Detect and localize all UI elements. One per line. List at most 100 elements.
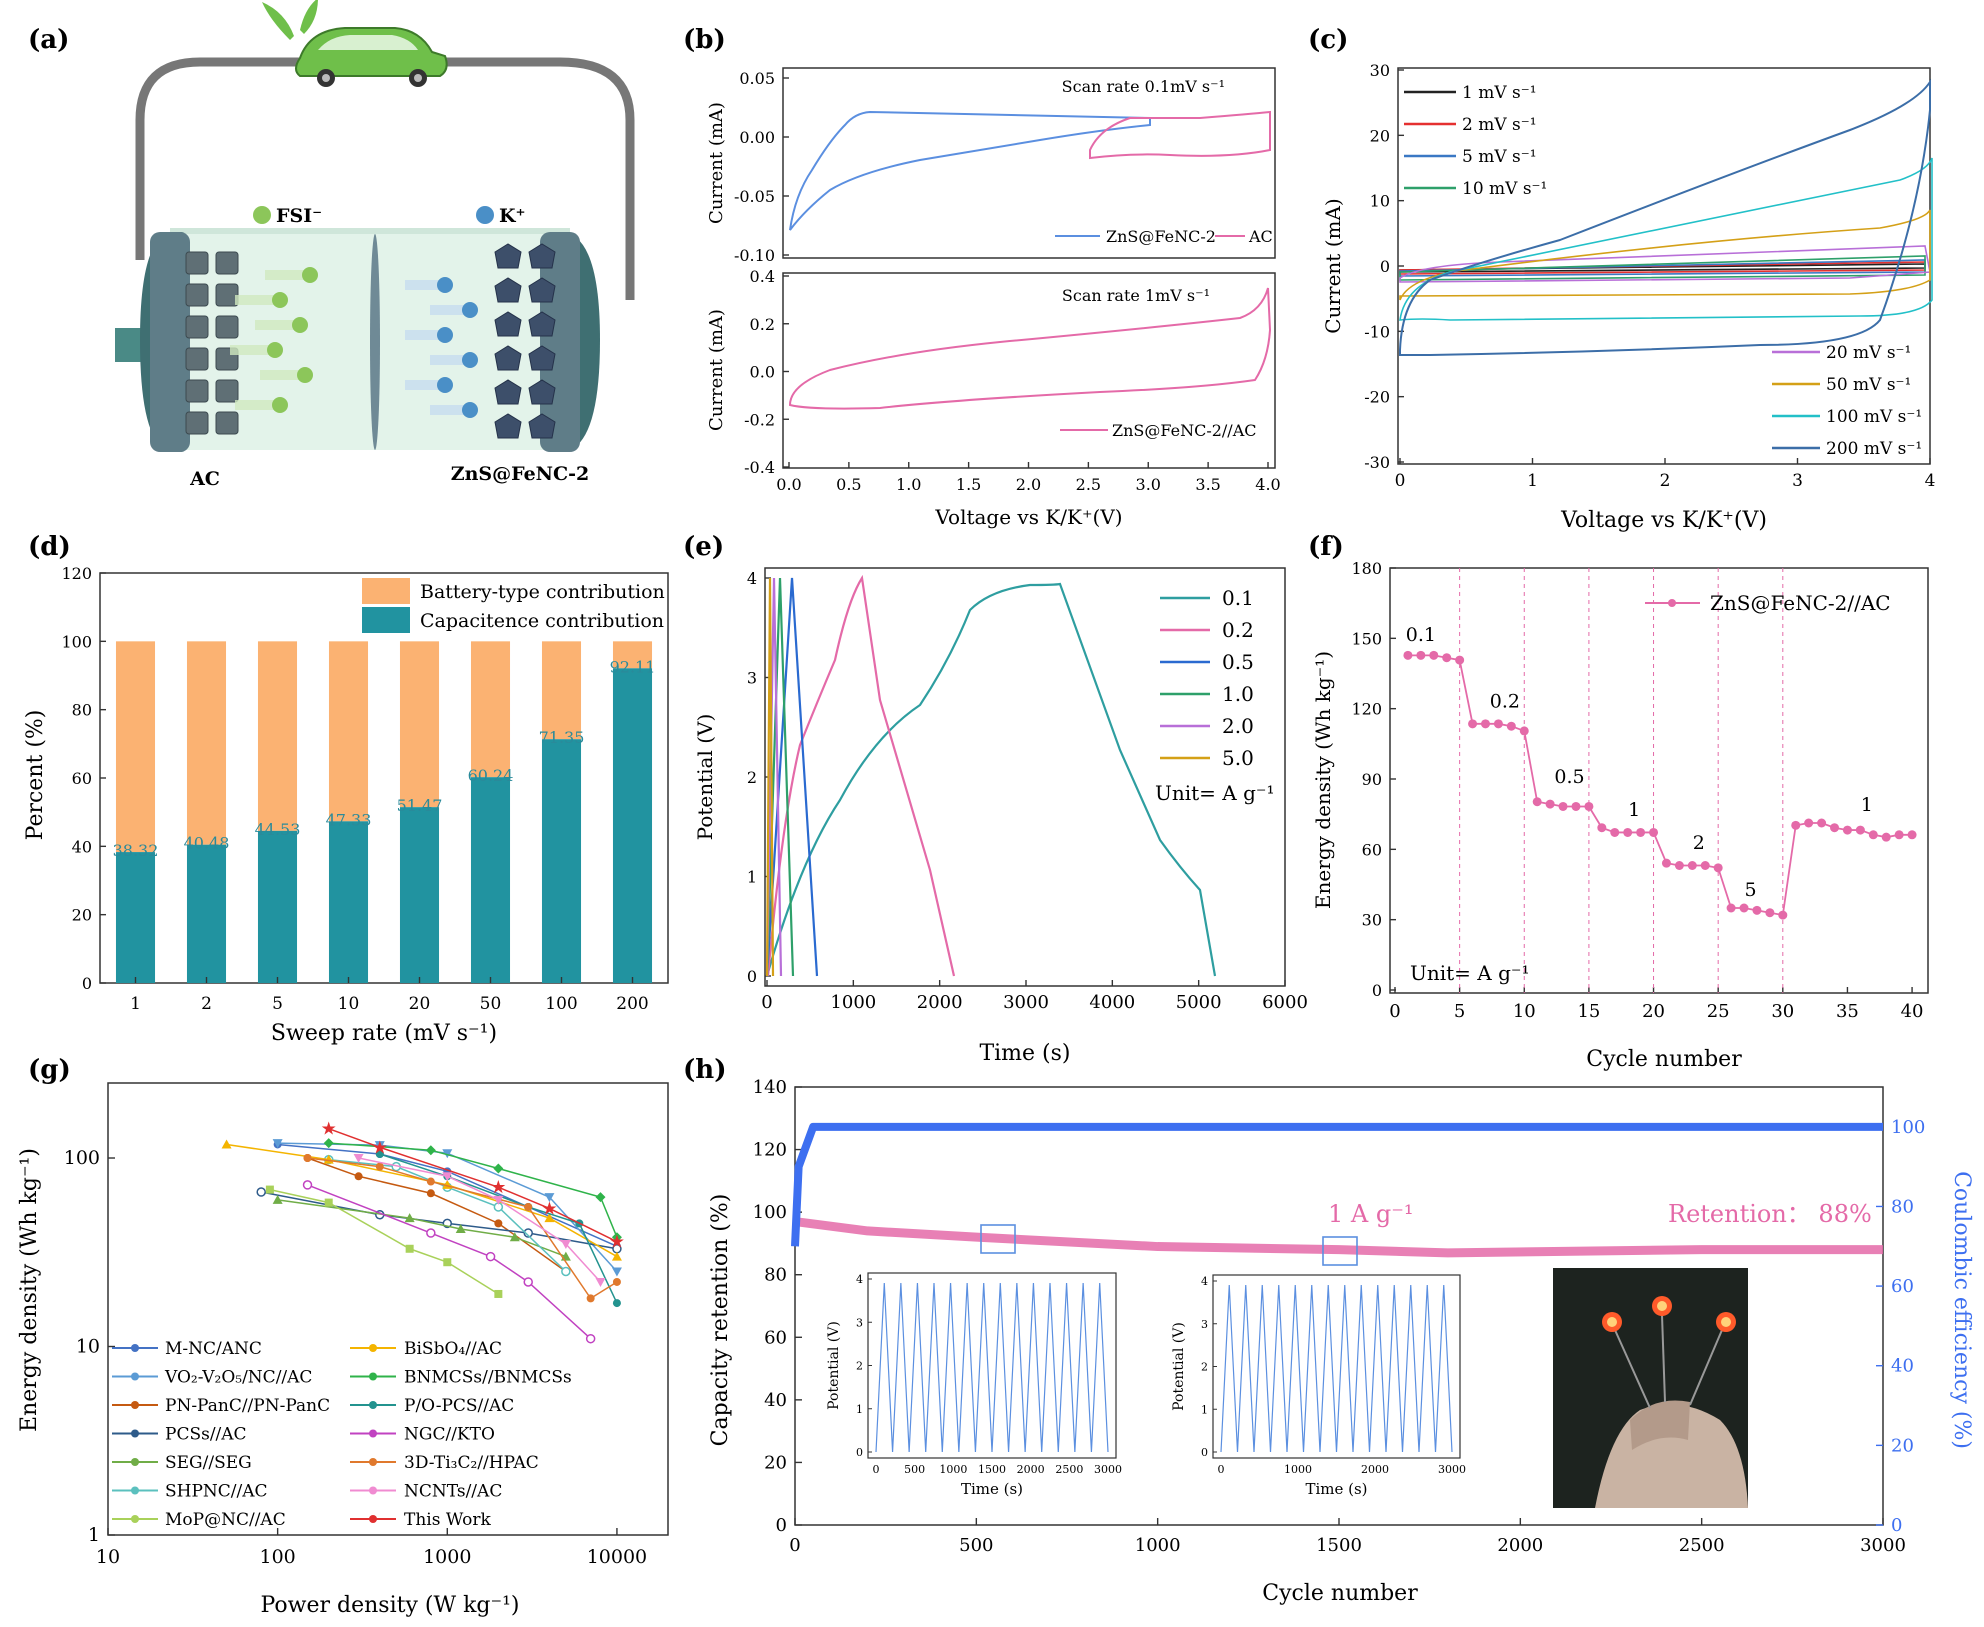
x-tick-label: 1.0 [896, 475, 921, 494]
y-tick-label-right: 100 [1891, 1117, 1925, 1138]
panel-c-cv-curves [1399, 78, 1933, 356]
energy-density-point [1804, 818, 1814, 828]
panel-e-legend-label: 0.2 [1222, 618, 1254, 642]
y-tick-label: 1 [747, 868, 757, 887]
rate-label: 0.1 [1406, 624, 1436, 646]
legend-label: VO₂-V₂O₅/NC//AC [164, 1368, 312, 1388]
ac-electrode-particles [185, 251, 239, 435]
panel-h: 0 500 1000 1500 2000 2500 30001401201008060402… [708, 1077, 1974, 1606]
legend-marker [369, 1401, 377, 1409]
panel-h-retention-annotation: Retention： 88% [1668, 1200, 1872, 1228]
energy-density-point [1623, 827, 1633, 837]
inset-y-tick-label: 1 [1201, 1403, 1208, 1416]
legend-swatch-capacitence [362, 607, 410, 633]
series-line [269, 1188, 499, 1295]
inset-frame [867, 1272, 1117, 1459]
energy-density-line [1407, 654, 1913, 917]
k-ion-label: K⁺ [499, 205, 526, 227]
inset-x-tick-label: 3000 [1438, 1463, 1466, 1476]
panel-f-legend-marker [1668, 599, 1676, 607]
triangle-marker [455, 1224, 466, 1234]
bar-battery-type [186, 641, 227, 845]
inset-x-tick-label: 3000 [1094, 1463, 1122, 1476]
legend-label: MoP@NC//AC [165, 1510, 286, 1530]
cation-trail [405, 280, 443, 290]
y-tick-label: 100 [61, 632, 92, 651]
rate-label: 2 [1693, 832, 1705, 854]
legend-label: This Work [404, 1510, 492, 1530]
star-marker: ★ [490, 1177, 506, 1198]
inset-y-tick-label: 3 [1201, 1318, 1208, 1331]
circle-marker [612, 1277, 621, 1286]
energy-density-point [1610, 827, 1620, 837]
panel-b-top-annotation: Scan rate 0.1mV s⁻¹ [1062, 77, 1225, 96]
energy-density-point [1700, 861, 1710, 870]
panel-f-unit: Unit= A g⁻¹ [1410, 961, 1529, 985]
energy-density-point [1649, 827, 1659, 837]
k-ion-legend-icon [476, 206, 494, 224]
rate-label: 1 [1861, 794, 1873, 816]
open-circle-marker [256, 1187, 266, 1197]
inset-y-tick-label: 0 [856, 1446, 863, 1459]
star-marker: ★ [372, 1137, 388, 1158]
ac-particle [215, 411, 239, 435]
hex-particle [494, 311, 522, 337]
panel-label-g: (g) [28, 1055, 71, 1085]
y-tick-label: 10 [1370, 192, 1390, 211]
left-collector [150, 232, 190, 452]
diamond-marker [595, 1192, 606, 1203]
legend-znsfenc-ac: ZnS@FeNC-2//AC [1112, 421, 1256, 440]
energy-density-point [1765, 908, 1775, 918]
legend-marker [131, 1486, 139, 1495]
panel-c-legend-label: 100 mV s⁻¹ [1826, 407, 1922, 427]
y-tick-label: -0.4 [744, 458, 775, 477]
panel-c-ylabel: Current (mA) [1321, 198, 1345, 333]
bar-battery-type [257, 641, 298, 831]
y-tick-label: 80 [72, 701, 92, 720]
bar-battery-type [541, 641, 582, 740]
bar-data-label: 38.32 [113, 841, 159, 860]
bar-battery-type [115, 641, 156, 853]
energy-density-point [1855, 825, 1865, 835]
bar-battery-type [399, 641, 440, 808]
cation-particle [437, 277, 453, 293]
y-tick-label: -0.10 [734, 246, 775, 265]
x-tick-label: 3000 [1860, 1535, 1906, 1556]
legend-label: SHPNC//AC [165, 1482, 268, 1502]
cation-trail [430, 355, 468, 365]
energy-density-point [1455, 655, 1465, 665]
bar-data-label: 51.47 [397, 796, 443, 815]
x-tick-label: 25 [1707, 1001, 1730, 1022]
energy-density-point [1519, 726, 1529, 736]
legend-marker [131, 1458, 139, 1466]
panel-b-top-yticks: 0.05 0.00 -0.05 -0.10 [734, 69, 789, 265]
panel-h-ylabel-right: Coulombic efficiency (%) [1949, 1171, 1974, 1449]
diamond-marker [425, 1145, 436, 1156]
triangle-marker [509, 1232, 520, 1242]
panel-e-legend-label: 2.0 [1222, 714, 1254, 738]
series-line [328, 1128, 618, 1243]
x-tick-label: 2 [201, 994, 212, 1014]
ac-particle [185, 315, 209, 339]
panel-b-top-ac-cv [1089, 110, 1271, 160]
open-circle-marker [426, 1228, 436, 1238]
y-tick-label: 150 [1351, 629, 1382, 648]
y-tick-label: 30 [1370, 61, 1390, 80]
x-tick-label: 2 [1660, 471, 1671, 491]
anion-trail [255, 320, 295, 330]
legend-marker [131, 1401, 139, 1409]
anion-particle [272, 397, 288, 413]
legend-marker [131, 1344, 139, 1352]
x-tick-label: 10 [96, 1546, 120, 1568]
energy-density-point [1571, 801, 1581, 811]
inset-x-tick-label: 1000 [1284, 1463, 1312, 1476]
triangle-down-marker [560, 1239, 571, 1249]
legend-marker [131, 1515, 139, 1523]
anion-trail [265, 270, 305, 280]
anion-particle [302, 267, 318, 283]
y-tick-label: 80 [764, 1265, 787, 1286]
